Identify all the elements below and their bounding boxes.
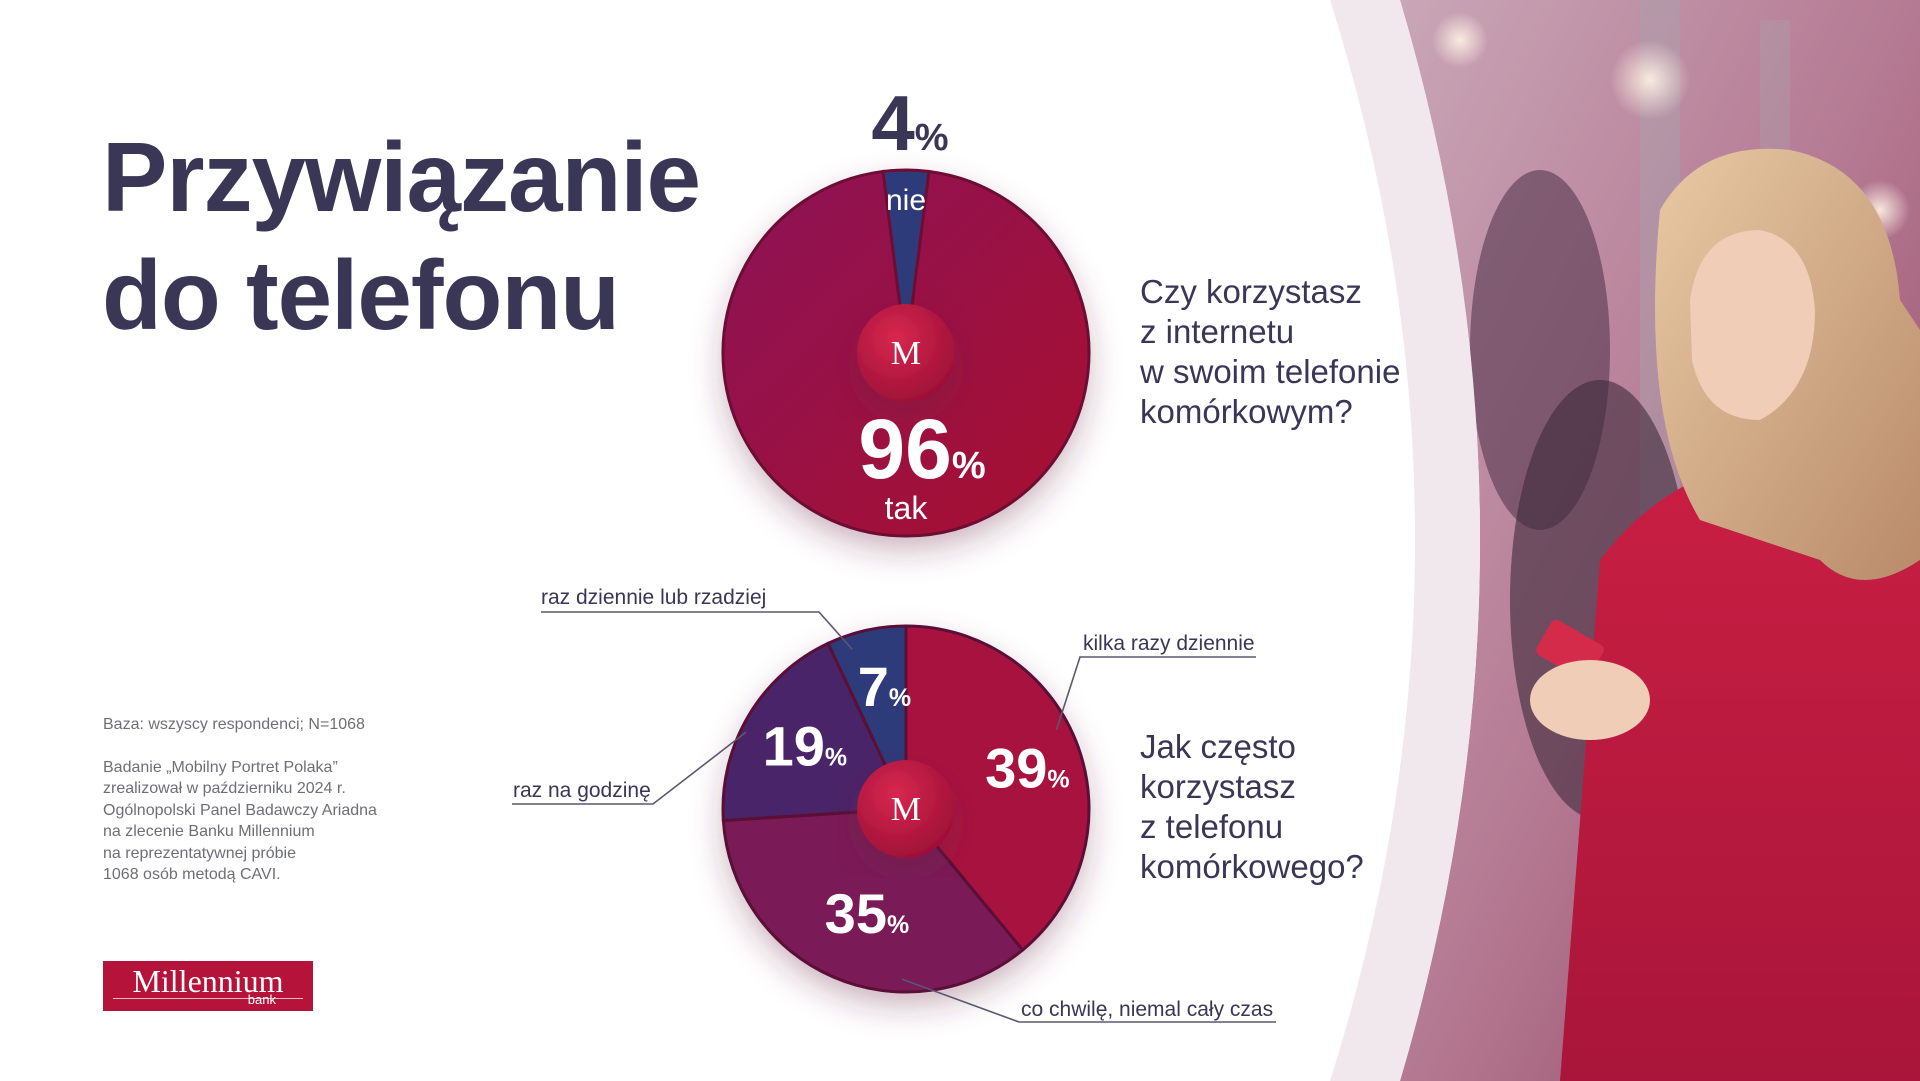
category-label-co-chwile: co chwilę, niemal cały czas <box>1021 998 1273 1021</box>
logo-name: Millennium <box>132 963 284 999</box>
survey-note-line: na zlecenie Banku Millennium <box>103 823 315 840</box>
question-usage-frequency: Jak często korzystasz z telefonu komórko… <box>1140 727 1364 887</box>
value-label-tak: 96% <box>858 402 985 496</box>
page-title-line: Przywiązanie <box>102 122 701 232</box>
logo-sub: bank <box>247 992 276 1007</box>
leader-line-kilka-razy-dziennie <box>1055 656 1256 730</box>
center-logo-badge <box>857 304 955 402</box>
pie-slice-raz-dziennie <box>826 624 908 810</box>
leader-line-co-chwile <box>901 978 1276 1023</box>
category-label-tak: tak <box>885 490 929 526</box>
value-label-raz-na-godzine: 19% <box>763 715 848 778</box>
question-line: w swoim telefonie <box>1140 353 1401 390</box>
question-line: komórkowym? <box>1140 393 1353 430</box>
survey-note-line: 1068 osób metodą CAVI. <box>103 866 281 883</box>
category-label-raz-dziennie: raz dziennie lub rzadziej <box>541 586 766 609</box>
category-label-nie: nie <box>886 184 926 217</box>
pie-slice-nie <box>881 168 931 354</box>
logo-divider <box>113 998 303 999</box>
survey-notes: Baza: wszyscy respondenci; N=1068 Badani… <box>103 714 403 886</box>
center-logo-mark: M <box>891 335 921 372</box>
leader-line-raz-dziennie <box>541 611 853 650</box>
survey-note-line: Ogólnopolski Panel Badawczy Ariadna <box>103 801 377 819</box>
page-title-line: do telefonu <box>102 240 620 350</box>
survey-base: Baza: wszyscy respondenci; N=1068 <box>103 716 365 733</box>
survey-note-line: Badanie „Mobilny Portret Polaka” <box>103 758 338 776</box>
question-line: z telefonu <box>1140 808 1284 845</box>
page-title: Przywiązanie do telefonu <box>102 118 701 354</box>
millennium-bank-logo: Millennium bank <box>103 961 313 1011</box>
question-line: komórkowego? <box>1140 848 1364 885</box>
value-label-co-chwile: 35% <box>825 882 910 945</box>
value-label-raz-dziennie: 7% <box>858 655 911 718</box>
center-logo-badge <box>857 760 955 858</box>
pie-slice-raz-na-godzine <box>721 641 909 823</box>
question-line: korzystasz <box>1140 768 1296 805</box>
center-logo-mark: M <box>891 791 921 828</box>
question-line: Czy korzystasz <box>1140 273 1362 310</box>
question-internet-usage: Czy korzystasz z internetu w swoim telef… <box>1140 272 1400 432</box>
question-line: z internetu <box>1140 313 1295 350</box>
pie-slice-co-chwile <box>721 807 1025 994</box>
value-label-kilka-razy-dziennie: 39% <box>985 736 1070 799</box>
pie-slice-kilka-razy-dziennie <box>904 624 1091 953</box>
survey-note-line: zrealizował w październiku 2024 r. <box>103 780 346 797</box>
question-line: Jak często <box>1140 728 1296 765</box>
survey-note-line: na reprezentatywnej próbie <box>103 844 297 862</box>
category-label-kilka-razy-dziennie: kilka razy dziennie <box>1083 632 1255 655</box>
leader-line-raz-na-godzine <box>512 731 747 805</box>
value-label-nie: 4% <box>871 79 948 167</box>
category-label-raz-na-godzine: raz na godzinę <box>513 779 651 802</box>
